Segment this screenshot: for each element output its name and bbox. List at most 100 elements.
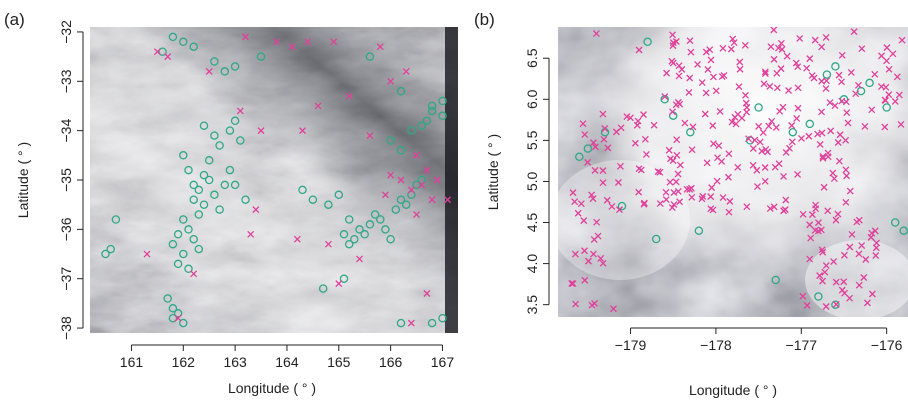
cross-point: [822, 262, 830, 270]
circle-point: [168, 304, 178, 313]
cross-point: [770, 203, 778, 211]
circle-point: [427, 318, 437, 328]
circle-point: [831, 62, 840, 71]
cross-point: [599, 110, 607, 118]
cross-point: [387, 171, 395, 179]
cross-point: [601, 125, 609, 132]
cross-point: [808, 72, 816, 80]
cross-point: [642, 150, 650, 158]
circle-point: [194, 244, 204, 254]
cross-point: [730, 39, 738, 47]
cross-point: [758, 147, 766, 155]
cross-point: [842, 98, 850, 106]
circle-point: [583, 144, 593, 153]
circle-point: [865, 78, 874, 88]
cross-point: [616, 206, 623, 214]
cross-point: [273, 38, 281, 46]
y-tick-label: 6.5: [524, 48, 540, 68]
cross-point: [822, 85, 830, 93]
cross-point: [868, 290, 876, 298]
cross-point: [673, 136, 681, 144]
circle-point: [199, 121, 209, 130]
cross-point: [683, 185, 691, 193]
cross-point: [846, 243, 854, 251]
cross-point: [840, 251, 848, 259]
y-tick-label: −35: [58, 168, 74, 192]
cross-point: [819, 248, 827, 256]
cross-point: [688, 146, 696, 154]
cross-point: [861, 122, 869, 130]
circle-point: [179, 318, 188, 328]
cross-point: [806, 255, 814, 263]
cross-point: [829, 169, 837, 177]
cross-point: [836, 131, 844, 139]
circle-point: [355, 225, 364, 234]
circle-point: [158, 47, 167, 56]
cross-point: [788, 138, 796, 146]
cross-point: [584, 257, 592, 265]
cross-point: [637, 166, 645, 174]
y-tick-label: 5.5: [524, 130, 540, 150]
cross-point: [381, 191, 389, 199]
x-tick-label: 165: [327, 354, 351, 370]
circle-point: [225, 126, 235, 135]
x-tick-label: 161: [120, 354, 144, 370]
cross-point: [742, 99, 750, 107]
circle-point: [179, 151, 188, 160]
circle-point: [101, 249, 110, 259]
cross-point: [818, 108, 826, 116]
cross-point: [304, 38, 312, 46]
cross-point: [707, 193, 715, 201]
circle-point: [396, 146, 406, 155]
cross-point: [293, 235, 301, 243]
cross-point: [591, 143, 599, 151]
circle-point: [339, 274, 349, 283]
cross-point: [418, 181, 426, 189]
cross-point: [662, 196, 670, 204]
cross-point: [676, 161, 684, 169]
cross-point: [694, 60, 702, 68]
cross-point: [676, 198, 684, 206]
cross-point: [581, 247, 588, 255]
cross-point: [592, 30, 600, 38]
circle-point: [427, 106, 437, 116]
cross-point: [702, 89, 710, 97]
cross-point: [734, 163, 742, 171]
cross-point: [756, 138, 764, 146]
circle-point: [230, 116, 240, 126]
cross-point: [610, 305, 617, 313]
cross-point: [771, 163, 779, 171]
cross-point: [855, 216, 863, 224]
cross-point: [708, 184, 716, 192]
cross-point: [247, 230, 255, 238]
cross-point: [860, 274, 868, 281]
circle-point: [334, 190, 344, 200]
cross-point: [782, 148, 790, 156]
cross-point: [871, 70, 879, 78]
circle-point: [407, 126, 416, 135]
y-tick-label: −36: [58, 217, 74, 241]
panel-a-ylabel: Latitude ( ° ): [15, 142, 31, 218]
x-tick-label: −178: [700, 337, 732, 353]
cross-point: [788, 122, 796, 129]
cross-point: [749, 161, 757, 169]
y-tick-label: −38: [58, 316, 74, 340]
circle-point: [417, 175, 426, 185]
cross-point: [842, 198, 850, 206]
cross-point: [897, 121, 905, 128]
cross-point: [761, 70, 769, 78]
cross-point: [702, 48, 710, 56]
cross-point: [397, 176, 405, 184]
circle-point: [822, 70, 832, 79]
cross-point: [686, 185, 694, 193]
x-tick-label: 166: [379, 354, 403, 370]
cross-point: [594, 232, 602, 240]
cross-point: [728, 118, 736, 126]
cross-point: [402, 67, 410, 75]
cross-point: [614, 179, 622, 186]
cross-point: [236, 107, 244, 115]
cross-point: [855, 250, 863, 258]
cross-point: [878, 52, 885, 60]
cross-point: [608, 202, 616, 210]
